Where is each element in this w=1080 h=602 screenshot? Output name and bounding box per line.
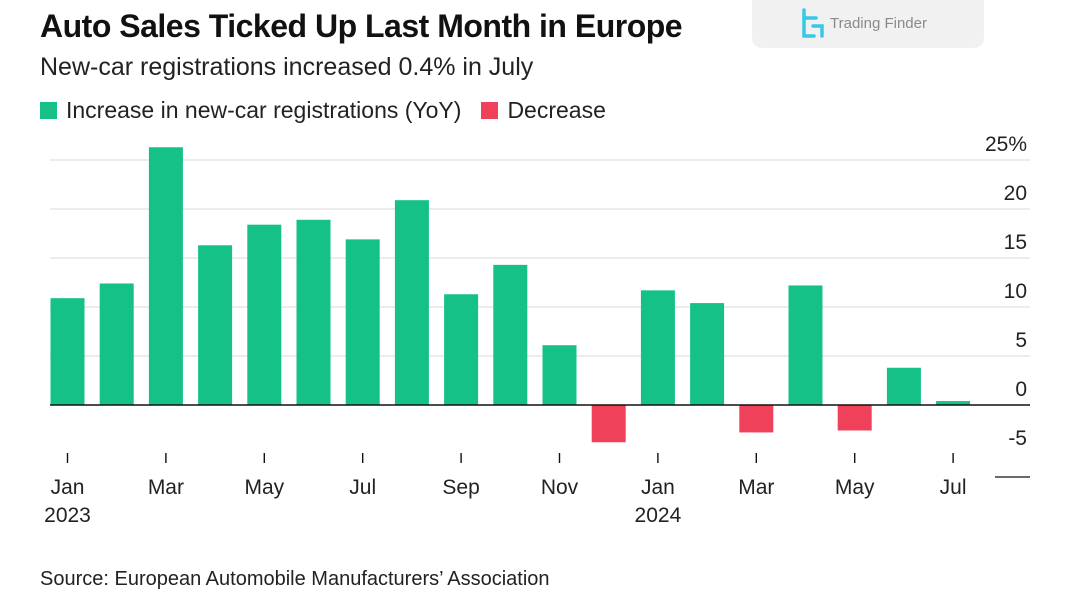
watermark: Trading Finder [752,0,984,48]
bar-2023-07 [345,239,380,405]
y-tick-label: 5 [1015,329,1027,352]
bar-2023-04 [198,245,233,405]
y-tick-label: 10 [1004,280,1027,303]
trading-finder-logo-icon [802,8,824,38]
x-tick-label-month: Sep [442,476,479,499]
legend-swatch-decrease [481,102,499,119]
bar-2023-02 [99,283,134,405]
bar-2023-11 [542,345,577,405]
bar-2023-09 [444,294,479,405]
y-tick-label: -5 [1008,427,1027,450]
legend: Increase in new-car registrations (YoY) … [40,97,626,124]
x-tick-label-month: May [244,476,284,499]
bar-2024-06 [886,367,921,405]
chart-subtitle: New-car registrations increased 0.4% in … [40,53,534,81]
bar-2023-01 [50,298,85,405]
x-tick-label-month: Jan [51,476,85,499]
bar-2023-03 [148,147,183,405]
x-tick-label-year: 2024 [635,504,682,527]
legend-item-increase: Increase in new-car registrations (YoY) [40,97,461,124]
x-axis-labels: Jan 2023 Mar May Jul Sep Nov Jan 2024 Mar May Jul [44,453,967,527]
bar-2023-12 [591,405,626,443]
x-tick-label-month: May [835,476,875,499]
bar-2024-05 [837,405,872,431]
bar-2024-07 [936,401,971,405]
y-tick-label: 20 [1004,182,1027,205]
bar-2023-08 [394,200,429,405]
y-tick-label: 15 [1004,231,1027,254]
x-tick-label-month: Mar [738,476,774,499]
chart-title: Auto Sales Ticked Up Last Month in Europ… [40,8,683,44]
y-tick-label: 0 [1015,378,1027,401]
bar-2024-02 [690,303,725,405]
bar-2023-06 [296,219,331,405]
legend-label-decrease: Decrease [507,97,606,123]
bar-2024-04 [788,285,823,405]
y-tick-label: 25% [985,133,1027,156]
grid-lines [50,159,1030,478]
bar-2024-01 [640,290,675,405]
y-axis-labels: 25% 20 15 10 5 0 -5 [985,133,1027,450]
bar-2023-05 [247,224,282,405]
bar-2024-03 [739,405,774,433]
legend-swatch-increase [40,102,57,119]
bars [50,147,971,443]
legend-item-decrease: Decrease [481,97,606,124]
bar-2023-10 [493,264,528,405]
x-tick-label-month: Jul [940,476,967,499]
legend-label-increase: Increase in new-car registrations (YoY) [66,97,462,123]
x-tick-label-month: Jan [641,476,675,499]
source-note: Source: European Automobile Manufacturer… [40,568,550,590]
x-tick-label-year: 2023 [44,504,91,527]
x-tick-label-month: Mar [148,476,184,499]
watermark-text: Trading Finder [830,15,927,32]
x-tick-label-month: Jul [349,476,376,499]
x-tick-label-month: Nov [541,476,579,499]
